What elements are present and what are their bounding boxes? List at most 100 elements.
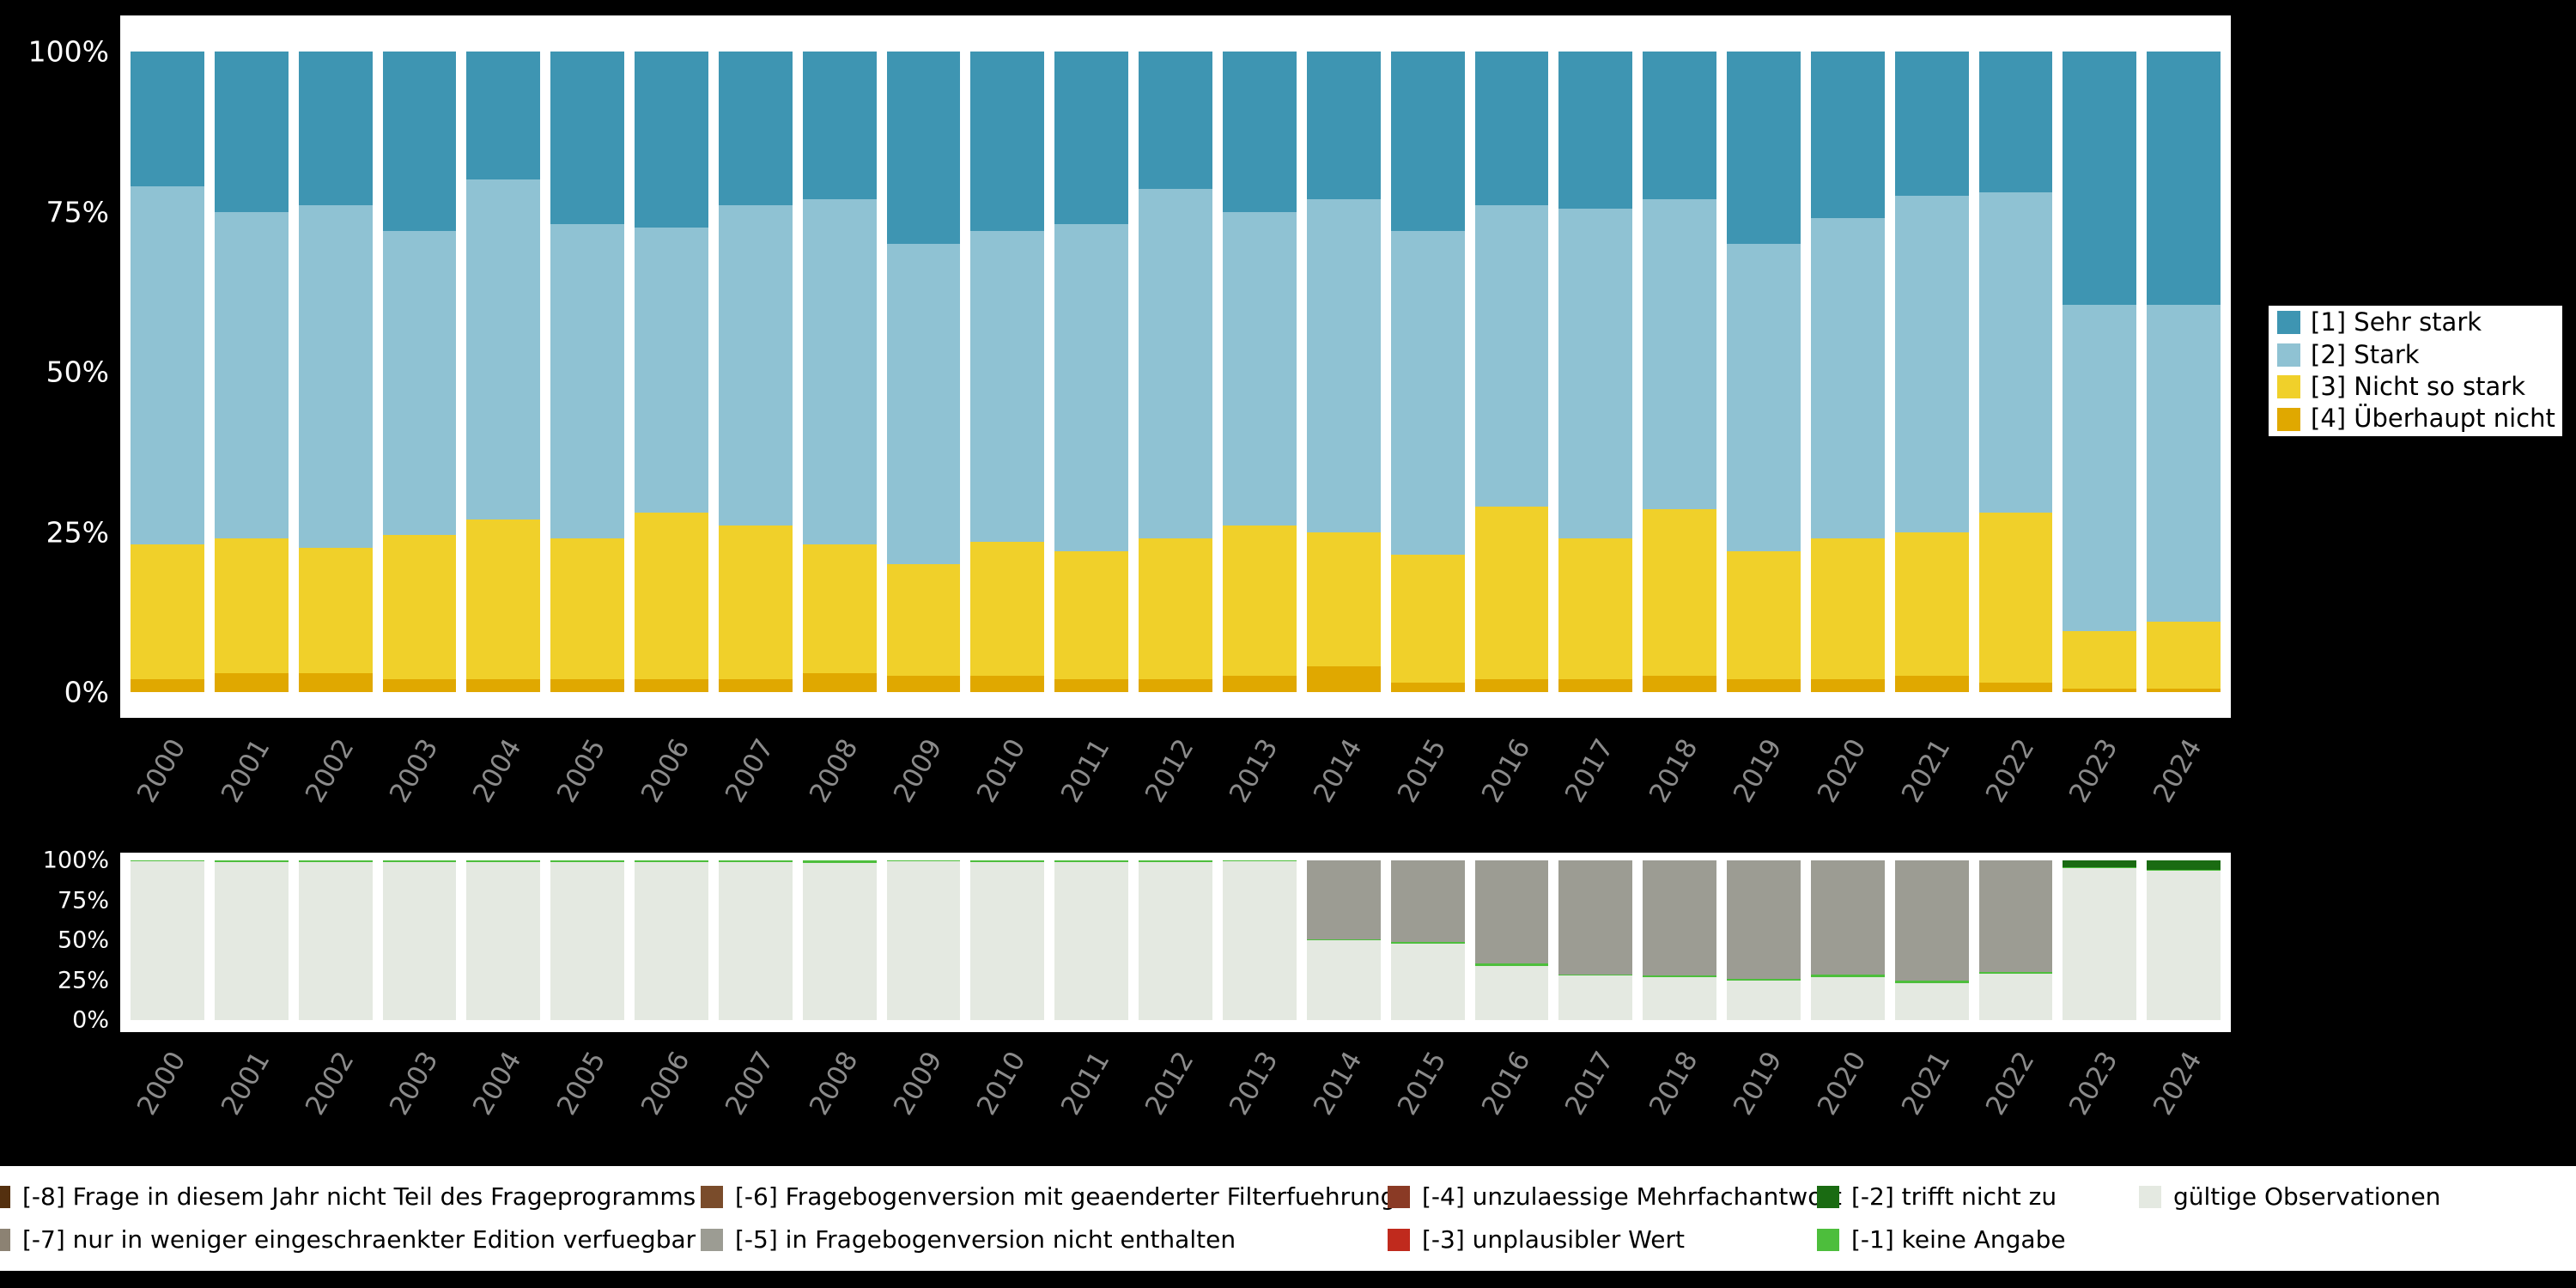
x-axis-label: 2022 — [1979, 733, 2041, 808]
bar-segment — [718, 679, 793, 692]
x-axis-label: 2005 — [551, 1046, 612, 1121]
frequencies-bar-2023 — [2063, 52, 2137, 692]
x-axis-tick: 2012 — [1139, 1039, 1212, 1176]
x-axis-label: 2000 — [131, 1046, 192, 1121]
bar-segment — [1474, 965, 1549, 1020]
bar-segment — [1054, 861, 1129, 1020]
bar-segment — [1390, 230, 1465, 555]
x-axis-tick: 2006 — [635, 726, 708, 864]
bar-segment — [1810, 860, 1885, 975]
legend-item: [-4] unzulaessige Mehrfachantwort — [1388, 1182, 1842, 1211]
bar-segment — [1643, 509, 1717, 677]
bar-segment — [1810, 975, 1885, 977]
bar-segment — [466, 519, 541, 680]
bar-segment — [802, 862, 877, 1020]
bar-segment — [1306, 198, 1381, 532]
frequencies-bar-2015 — [1390, 52, 1465, 692]
bar-segment — [718, 861, 793, 1020]
bar-segment — [1894, 195, 1969, 532]
x-axis-label: 2003 — [383, 1046, 445, 1121]
legend-item: [4] Überhaupt nicht — [2277, 404, 2555, 434]
bar-segment — [298, 205, 373, 549]
missings-x-axis: 2000 2001 2002 2003 2004 2005 2006 2007 2008 2009… — [131, 1039, 2221, 1176]
legend-swatch — [2277, 311, 2300, 335]
missings-bar-2008 — [802, 860, 877, 1020]
frequencies-bar-2017 — [1558, 52, 1633, 692]
frequencies-bar-2008 — [802, 52, 877, 692]
bar-segment — [298, 861, 373, 1020]
missings-bar-2022 — [1978, 860, 2053, 1020]
x-axis-label: 2007 — [719, 733, 781, 808]
bar-segment — [1727, 860, 1801, 979]
x-axis-label: 2017 — [1559, 733, 1620, 808]
bar-segment — [1139, 860, 1212, 862]
frequencies-bar-2016 — [1474, 52, 1549, 692]
bar-segment — [1222, 860, 1297, 862]
y-axis-label: 50% — [46, 355, 109, 389]
bar-segment — [802, 672, 877, 692]
bar-segment — [1474, 963, 1549, 966]
bar-segment — [1643, 676, 1717, 692]
bar-segment — [635, 52, 708, 228]
missings-bar-2001 — [214, 860, 289, 1020]
x-axis-label: 2008 — [803, 1046, 865, 1121]
bar-segment — [550, 52, 625, 225]
bar-segment — [1978, 513, 2053, 683]
bar-segment — [802, 860, 877, 863]
x-axis-tick: 2009 — [887, 1039, 961, 1176]
x-axis-label: 2002 — [299, 733, 361, 808]
bar-segment — [214, 860, 289, 862]
bar-segment — [214, 52, 289, 212]
frequencies-bar-2012 — [1139, 52, 1212, 692]
missings-bar-2021 — [1894, 860, 1969, 1020]
bar-segment — [802, 544, 877, 673]
x-axis-tick: 2019 — [1727, 726, 1801, 864]
missings-bar-2006 — [635, 860, 708, 1020]
bar-segment — [382, 230, 457, 536]
bar-segment — [1810, 538, 1885, 680]
frequencies-bar-2018 — [1643, 52, 1717, 692]
bar-segment — [382, 535, 457, 680]
bar-segment — [2147, 304, 2221, 622]
x-axis-tick: 2006 — [635, 1039, 708, 1176]
x-axis-tick: 2005 — [550, 1039, 624, 1176]
bar-segment — [970, 676, 1045, 692]
bar-segment — [1978, 974, 2053, 1020]
x-axis-tick: 2000 — [131, 1039, 204, 1176]
x-axis-label: 2008 — [803, 733, 865, 808]
bar-segment — [886, 243, 961, 564]
bar-segment — [2063, 868, 2137, 1020]
frequencies-bar-2007 — [718, 52, 793, 692]
x-axis-tick: 2017 — [1558, 1039, 1632, 1176]
x-axis-label: 2011 — [1055, 1046, 1116, 1121]
legend-item: [1] Sehr stark — [2277, 307, 2554, 337]
bar-segment — [1894, 860, 1969, 981]
x-axis-tick: 2021 — [1895, 1039, 1969, 1176]
frequencies-y-axis: 0% 25% 50% 75% 100% — [0, 38, 109, 707]
x-axis-tick: 2010 — [970, 726, 1044, 864]
x-axis-label: 2021 — [1895, 733, 1957, 808]
bar-segment — [1306, 532, 1381, 667]
x-axis-label: 2004 — [467, 733, 528, 808]
x-axis-tick: 2011 — [1054, 1039, 1128, 1176]
legend-label: [-1] keine Angabe — [1851, 1225, 2066, 1254]
bar-segment — [718, 52, 793, 206]
frequencies-chart-panel — [120, 15, 2231, 718]
missings-bar-2005 — [550, 860, 625, 1020]
bar-segment — [970, 860, 1045, 862]
bar-segment — [1894, 532, 1969, 677]
y-axis-label: 0% — [64, 675, 109, 709]
x-axis-tick: 2018 — [1643, 1039, 1716, 1176]
legend-swatch — [1817, 1229, 1839, 1252]
legend-item: [-5] in Fragebogenversion nicht enthalte… — [701, 1225, 1388, 1254]
x-axis-label: 2006 — [635, 1046, 696, 1121]
bar-segment — [466, 179, 541, 519]
missings-bar-2017 — [1558, 860, 1633, 1020]
legend-label: [4] Überhaupt nicht — [2311, 404, 2555, 434]
x-axis-tick: 2015 — [1391, 726, 1465, 864]
legend-item: [2] Stark — [2277, 340, 2554, 369]
bar-segment — [550, 224, 625, 538]
frequencies-bar-2011 — [1054, 52, 1129, 692]
bar-segment — [1978, 860, 2053, 973]
bar-segment — [2063, 304, 2137, 632]
